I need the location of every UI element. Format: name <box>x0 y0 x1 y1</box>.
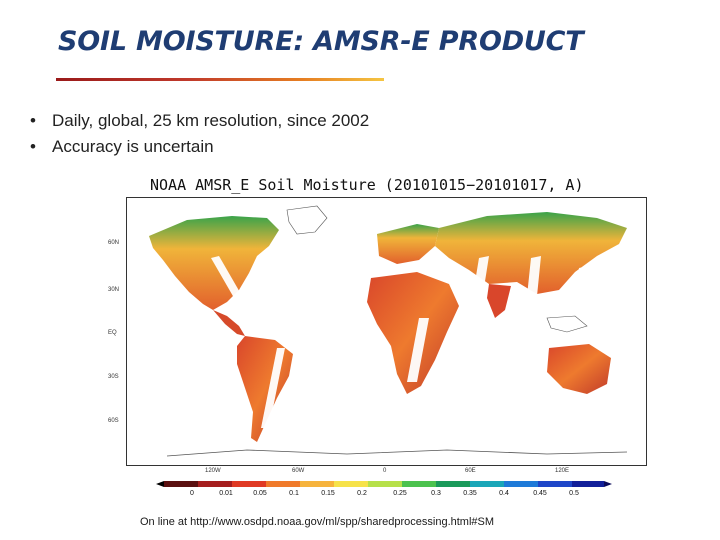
colorbar-label: 0.2 <box>357 490 367 497</box>
bullet-dot: • <box>30 137 36 156</box>
world-map-graphic <box>149 205 628 457</box>
colorbar-label: 0.05 <box>253 490 267 497</box>
bullet-item: • Daily, global, 25 km resolution, since … <box>30 108 369 134</box>
lon-label: 120W <box>205 468 221 474</box>
australia-landmass <box>547 344 611 394</box>
lon-label: 60W <box>292 468 305 474</box>
colorbar-label: 0.15 <box>321 490 335 497</box>
lat-label: 30N <box>108 287 120 293</box>
central-america-landmass <box>213 310 245 336</box>
colorbar-label: 0.1 <box>289 490 299 497</box>
lat-label: EQ <box>108 330 117 336</box>
lon-label: 60E <box>465 468 476 474</box>
bullet-text: Accuracy is uncertain <box>52 137 214 156</box>
colorbar-label: 0 <box>190 490 194 497</box>
southeast-asia-islands <box>546 315 588 333</box>
lon-label: 120E <box>555 468 570 474</box>
title-underline <box>56 78 384 81</box>
antarctica-coast <box>166 449 628 457</box>
europe-landmass <box>377 224 439 264</box>
lon-label: 0 <box>383 468 387 474</box>
source-url-text: On line at http://www.osdpd.noaa.gov/ml/… <box>140 516 495 528</box>
bullet-dot: • <box>30 111 36 130</box>
greenland-landmass <box>286 205 328 235</box>
bullet-list: • Daily, global, 25 km resolution, since … <box>30 108 369 160</box>
bullet-text: Daily, global, 25 km resolution, since 2… <box>52 111 370 130</box>
colorbar-label: 0.5 <box>569 490 579 497</box>
colorbar-label: 0.25 <box>393 490 407 497</box>
colorbar-label: 0.01 <box>219 490 233 497</box>
missing-data-swaths <box>211 256 589 428</box>
colorbar <box>156 481 612 487</box>
slide-title: SOIL MOISTURE: AMSR-E PRODUCT <box>58 26 584 57</box>
lat-label: 30S <box>108 374 119 380</box>
india-landmass <box>487 284 511 318</box>
map-title: NOAA AMSR_E Soil Moisture (20101015−2010… <box>150 176 584 194</box>
africa-landmass <box>367 272 459 394</box>
colorbar-label: 0.3 <box>431 490 441 497</box>
lat-label: 60S <box>108 418 119 424</box>
soil-moisture-map <box>126 197 647 466</box>
lat-label: 60N <box>108 240 120 246</box>
colorbar-label: 0.45 <box>533 490 547 497</box>
bullet-item: • Accuracy is uncertain <box>30 134 369 160</box>
colorbar-label: 0.4 <box>499 490 509 497</box>
colorbar-label: 0.35 <box>463 490 477 497</box>
